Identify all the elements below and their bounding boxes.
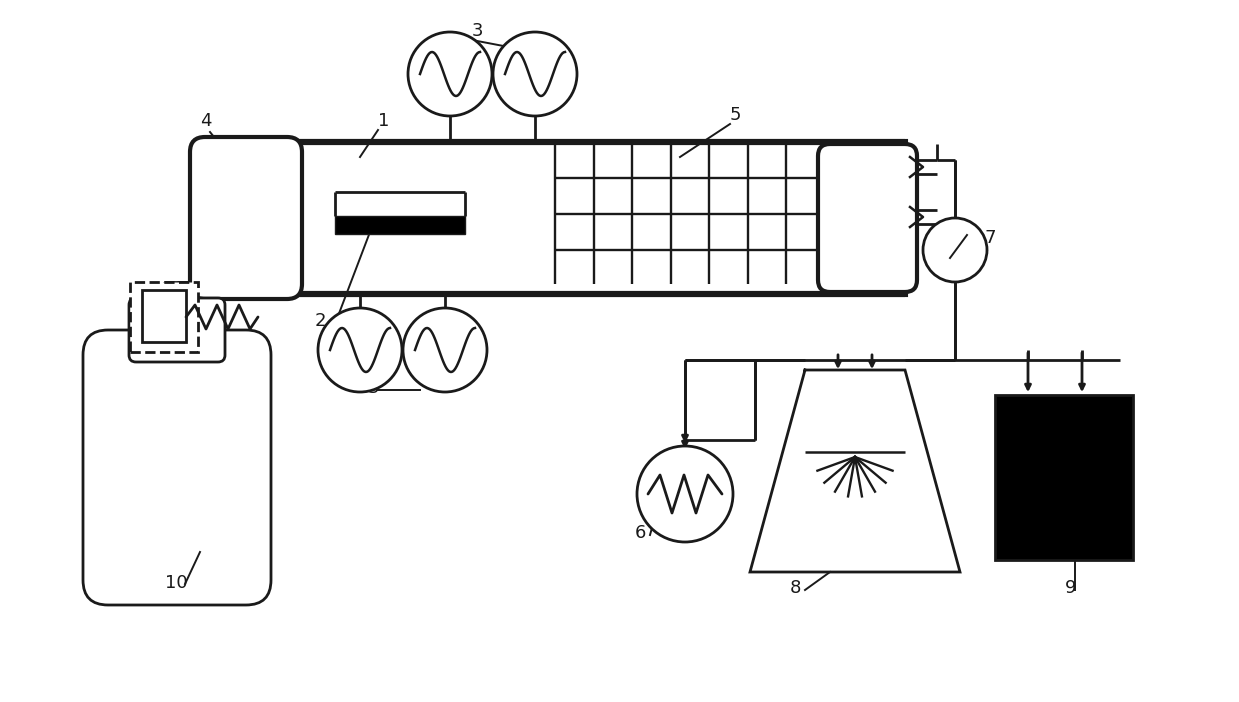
Circle shape (637, 446, 733, 542)
FancyBboxPatch shape (129, 298, 225, 362)
Text: 2: 2 (315, 312, 327, 330)
Bar (142, 290, 186, 342)
Circle shape (318, 308, 401, 392)
Circle shape (403, 308, 487, 392)
Text: 8: 8 (790, 579, 802, 597)
Text: 4: 4 (199, 112, 212, 130)
Text: 3: 3 (472, 22, 483, 40)
Bar (335, 216, 465, 234)
Text: 10: 10 (165, 574, 187, 592)
Bar (995, 395, 1132, 560)
Circle shape (408, 32, 492, 116)
Text: 9: 9 (1066, 579, 1077, 597)
FancyBboxPatch shape (818, 144, 917, 292)
Text: 3: 3 (368, 379, 379, 397)
Circle shape (493, 32, 577, 116)
Circle shape (923, 218, 987, 282)
FancyBboxPatch shape (204, 142, 904, 294)
Text: 5: 5 (730, 106, 741, 124)
Text: 7: 7 (985, 229, 996, 247)
FancyBboxPatch shape (83, 330, 271, 605)
Bar (130, 282, 198, 352)
Text: 1: 1 (378, 112, 389, 130)
FancyBboxPatch shape (190, 137, 302, 299)
Text: 6: 6 (636, 524, 647, 542)
